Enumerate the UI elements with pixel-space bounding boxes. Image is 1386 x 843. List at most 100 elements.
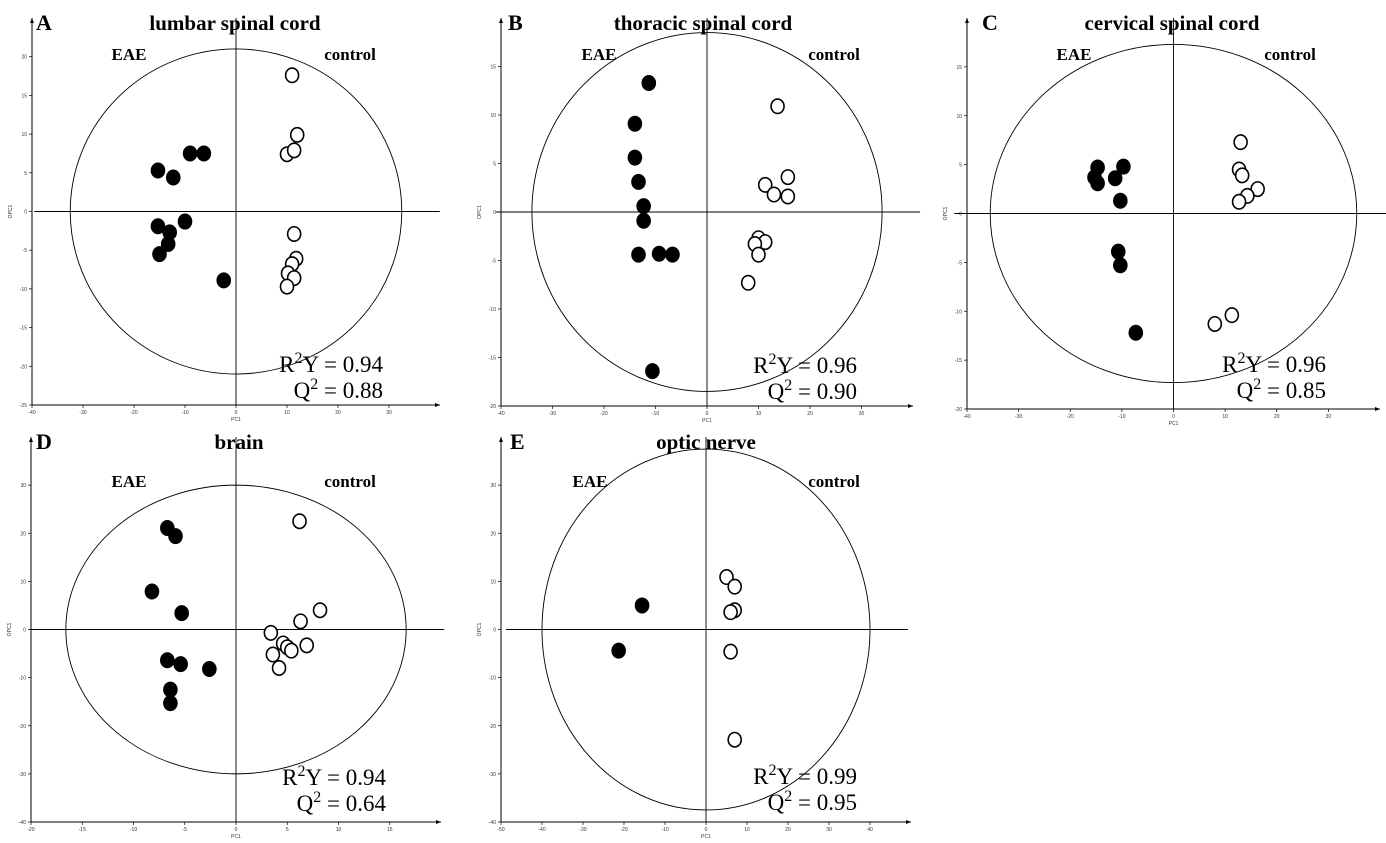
x-axis-label: PC1 bbox=[1169, 421, 1179, 427]
y-tick-label: 30 bbox=[20, 483, 26, 489]
y-tick-label: -5 bbox=[958, 260, 963, 266]
x-axis-arrow bbox=[906, 820, 911, 824]
x-tick-label: -10 bbox=[181, 410, 188, 416]
eae-point bbox=[150, 218, 166, 235]
x-tick-label: -30 bbox=[1015, 414, 1022, 420]
control-point bbox=[1250, 181, 1265, 198]
chart-panel-b: -40 -30 -20 -10 0 10 20 30 -20 -15 -10 -5 0 5 10 15 PC1 O… bbox=[477, 10, 921, 424]
x-axis-arrow bbox=[908, 404, 913, 408]
x-axis-arrow bbox=[435, 403, 440, 407]
x-tick-label: -40 bbox=[497, 411, 504, 417]
x-tick-label: -10 bbox=[652, 411, 659, 417]
q2-stat: Q2 = 0.88 bbox=[294, 376, 383, 403]
y-axis-arrow bbox=[499, 18, 503, 23]
eae-point bbox=[1110, 243, 1126, 260]
y-tick-label: 0 bbox=[493, 210, 496, 216]
panel-title: optic nerve bbox=[656, 430, 756, 454]
confidence-ellipse bbox=[541, 448, 871, 811]
y-tick-label: -15 bbox=[955, 358, 962, 364]
confidence-ellipse bbox=[531, 32, 883, 392]
x-tick-label: 10 bbox=[284, 410, 290, 416]
control-point bbox=[284, 642, 299, 659]
x-tick-label: -20 bbox=[27, 827, 34, 833]
eae-point bbox=[631, 246, 646, 263]
x-tick-label: -10 bbox=[661, 827, 668, 833]
y-tick-label: 5 bbox=[959, 163, 962, 169]
y-tick-label: 30 bbox=[490, 483, 496, 489]
eae-point bbox=[1090, 175, 1105, 192]
panel-title: cervical spinal cord bbox=[1085, 11, 1260, 35]
eae-point bbox=[196, 145, 212, 162]
y-tick-label: -5 bbox=[23, 248, 28, 254]
eae-point bbox=[160, 236, 176, 253]
eae-point bbox=[173, 656, 188, 673]
eae-point bbox=[636, 198, 651, 215]
x-tick-label: 0 bbox=[706, 411, 709, 417]
x-axis-label: PC1 bbox=[231, 834, 241, 840]
eae-point bbox=[163, 681, 178, 698]
x-axis-label: PC1 bbox=[701, 834, 711, 840]
x-tick-label: -20 bbox=[620, 827, 627, 833]
r2y-stat: R2Y = 0.99 bbox=[753, 762, 857, 789]
r2y-stat: R2Y = 0.94 bbox=[282, 763, 386, 790]
y-tick-label: -25 bbox=[20, 403, 27, 409]
chart-panel-a: -40 -30 -20 -10 0 10 20 30 -25 -20 -15 -10 -5 0 5 10 15 2… bbox=[8, 10, 440, 423]
y-tick-label: -10 bbox=[489, 307, 496, 313]
eae-point bbox=[651, 245, 667, 262]
control-point bbox=[299, 637, 315, 654]
confidence-ellipse bbox=[65, 484, 407, 775]
control-point bbox=[727, 578, 743, 595]
x-tick-label: -20 bbox=[600, 411, 607, 417]
y-tick-label: -20 bbox=[955, 407, 962, 413]
x-tick-label: 10 bbox=[756, 411, 762, 417]
control-point bbox=[265, 646, 281, 663]
x-tick-label: 40 bbox=[867, 827, 873, 833]
y-tick-label: 10 bbox=[490, 113, 496, 119]
control-point bbox=[780, 188, 796, 205]
control-point bbox=[286, 142, 302, 159]
group-label-control: control bbox=[808, 45, 860, 64]
group-label-eae: EAE bbox=[582, 45, 617, 64]
y-tick-label: -20 bbox=[489, 724, 496, 730]
x-tick-label: 30 bbox=[826, 827, 832, 833]
y-tick-label: 10 bbox=[956, 114, 962, 120]
control-point bbox=[751, 246, 766, 263]
q2-stat: Q2 = 0.90 bbox=[768, 377, 857, 404]
y-tick-label: -5 bbox=[492, 259, 497, 265]
eae-point bbox=[665, 246, 680, 263]
x-tick-label: 10 bbox=[336, 827, 342, 833]
y-tick-label: 0 bbox=[23, 628, 26, 634]
q2-stat: Q2 = 0.64 bbox=[297, 789, 387, 816]
x-tick-label: -20 bbox=[130, 410, 137, 416]
y-axis-label: OPC1 bbox=[7, 622, 13, 636]
x-tick-label: -50 bbox=[497, 827, 504, 833]
control-point bbox=[723, 604, 738, 621]
x-tick-label: -10 bbox=[130, 827, 137, 833]
y-tick-label: -40 bbox=[489, 820, 496, 826]
eae-point bbox=[165, 169, 181, 186]
group-label-control: control bbox=[324, 472, 376, 491]
x-tick-label: -30 bbox=[549, 411, 556, 417]
y-tick-label: -15 bbox=[489, 356, 496, 362]
x-tick-label: 30 bbox=[386, 410, 392, 416]
control-point bbox=[723, 643, 738, 660]
x-tick-label: 10 bbox=[744, 827, 750, 833]
y-tick-label: 15 bbox=[956, 65, 962, 71]
x-tick-label: 5 bbox=[286, 827, 289, 833]
control-point bbox=[1231, 193, 1247, 210]
control-point bbox=[271, 659, 287, 676]
control-point bbox=[1207, 315, 1223, 332]
y-tick-label: -10 bbox=[955, 309, 962, 315]
control-point bbox=[757, 176, 773, 193]
control-point bbox=[1234, 167, 1250, 184]
y-axis-label: OPC1 bbox=[943, 206, 949, 220]
x-tick-label: -40 bbox=[538, 827, 545, 833]
control-point bbox=[293, 613, 308, 630]
control-point bbox=[770, 98, 785, 115]
y-tick-label: -15 bbox=[20, 326, 27, 332]
x-tick-label: 20 bbox=[335, 410, 341, 416]
x-tick-label: 0 bbox=[705, 827, 708, 833]
x-tick-label: 20 bbox=[785, 827, 791, 833]
y-axis-arrow bbox=[30, 18, 34, 23]
control-point bbox=[284, 67, 300, 84]
